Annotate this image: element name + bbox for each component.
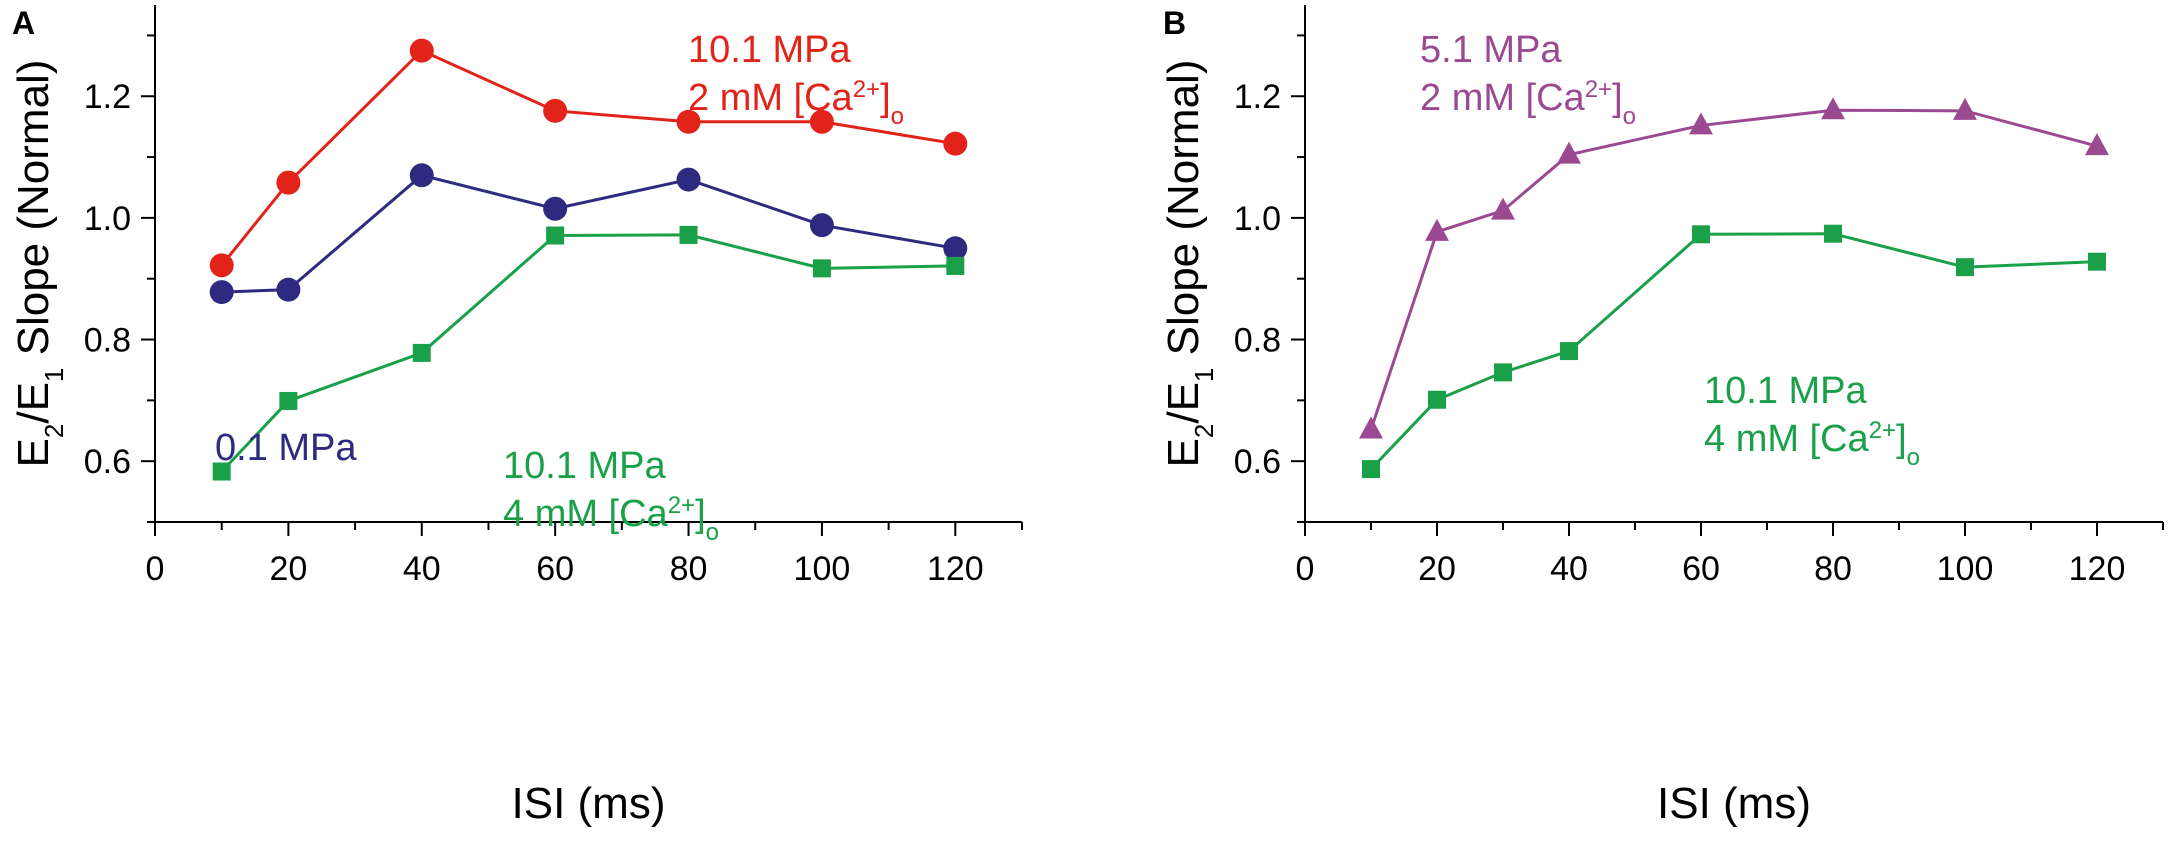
x-tick-label: 120: [927, 550, 984, 588]
data-point: [809, 213, 834, 238]
data-point: [676, 167, 701, 192]
data-point: [1359, 416, 1383, 439]
data-point: [1953, 97, 1977, 120]
panel-label-b: B: [1163, 5, 1186, 41]
data-point: [1956, 258, 1974, 277]
annotation-line: 5.1 MPa: [1420, 29, 1562, 71]
x-tick-label: 40: [403, 550, 441, 588]
data-point: [1560, 342, 1578, 361]
x-tick-label: 40: [1550, 550, 1588, 588]
x-tick-label: 60: [536, 550, 574, 588]
data-point: [1824, 224, 1842, 243]
data-point: [809, 109, 834, 134]
annotation-line: 10.1 MPa: [503, 445, 667, 487]
annotation-line: 2 mM [Ca2+]o: [1420, 76, 1636, 130]
y-tick-label: 0.6: [1234, 443, 1281, 481]
data-point: [1494, 363, 1512, 382]
data-point: [276, 170, 301, 195]
y-tick-label: 0.8: [1234, 322, 1281, 360]
y-tick-label: 0.8: [84, 322, 131, 360]
panel-b: B 0.6 0.8 1.0 1.2 0 20 40 60 80 100 120 ISI (ms) E2/E…: [1159, 5, 2164, 828]
annotation-line: 10.1 MPa: [1704, 370, 1868, 412]
x-axis-title: ISI (ms): [512, 779, 666, 828]
series-1: [1359, 97, 2109, 439]
data-point: [679, 225, 698, 244]
series-line: [1369, 108, 2098, 431]
data-point: [946, 256, 965, 275]
x-tick-label: 80: [670, 550, 708, 588]
series-line: [221, 173, 956, 294]
x-tick-label: 80: [1814, 550, 1852, 588]
annotation-line: 10.1 MPa: [688, 29, 852, 71]
series-1: [209, 38, 968, 278]
data-point: [1821, 97, 1845, 120]
data-point: [2085, 133, 2109, 156]
series-line: [1369, 232, 2098, 471]
x-axis-title: ISI (ms): [1657, 779, 1811, 828]
data-point: [209, 280, 234, 305]
y-axis-title: E2/E1 Slope (Normal): [1159, 60, 1219, 468]
data-point: [276, 277, 301, 302]
y-tick-label: 1.2: [84, 78, 131, 116]
data-point: [279, 391, 298, 410]
data-point: [212, 462, 231, 481]
series-3: [212, 225, 965, 481]
data-point: [943, 131, 968, 156]
data-point: [1491, 197, 1515, 220]
annotation-line: 4 mM [Ca2+]o: [503, 492, 719, 546]
data-point: [543, 98, 568, 123]
x-tick-label: 20: [269, 550, 307, 588]
y-axis-title: E2/E1 Slope (Normal): [9, 60, 69, 468]
data-point: [1425, 218, 1449, 241]
data-point: [812, 259, 831, 278]
x-tick-label: 0: [1296, 550, 1315, 588]
data-point: [209, 253, 234, 278]
annotation-line: 2 mM [Ca2+]o: [688, 76, 904, 130]
series-2: [1362, 224, 2106, 479]
annotation-line: 4 mM [Ca2+]o: [1704, 417, 1920, 471]
x-tick-label: 100: [794, 550, 851, 588]
x-tick-label: 100: [1937, 550, 1994, 588]
x-tick-label: 60: [1682, 550, 1720, 588]
panel-label-a: A: [12, 5, 35, 41]
x-tick-label: 0: [146, 550, 165, 588]
panel-a: A 0.6 0.8 1.0 1.2 0 20 40 60 80 100 120 ISI (ms) E2/E…: [9, 5, 1023, 828]
data-point: [546, 226, 565, 245]
data-point: [1362, 460, 1380, 479]
data-point: [1689, 112, 1713, 135]
x-tick-label: 120: [2069, 550, 2126, 588]
data-point: [676, 109, 701, 134]
series-2: [209, 163, 968, 305]
data-point: [943, 236, 968, 261]
y-tick-label: 0.6: [84, 443, 131, 481]
y-tick-label: 1.2: [1234, 78, 1281, 116]
data-point: [409, 163, 434, 188]
data-point: [2088, 252, 2106, 271]
data-point: [409, 38, 434, 63]
data-point: [1428, 390, 1446, 409]
data-point: [1557, 141, 1581, 164]
data-point: [412, 343, 431, 362]
data-point: [1692, 225, 1710, 244]
y-tick-label: 1.0: [84, 200, 131, 238]
x-tick-label: 20: [1418, 550, 1456, 588]
data-point: [543, 196, 568, 221]
y-tick-label: 1.0: [1234, 200, 1281, 238]
annotation-line: 0.1 MPa: [215, 427, 357, 469]
